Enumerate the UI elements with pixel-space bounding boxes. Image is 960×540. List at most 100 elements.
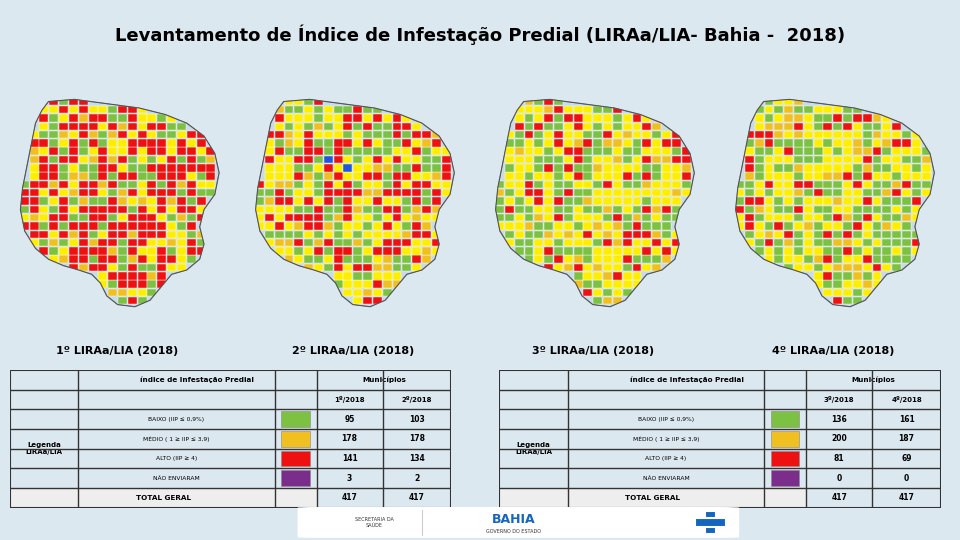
Bar	[623, 139, 632, 147]
Bar	[863, 172, 872, 180]
Bar	[275, 131, 283, 138]
Bar	[564, 239, 573, 246]
Bar	[295, 114, 303, 122]
Bar	[255, 206, 264, 213]
Bar	[633, 123, 641, 130]
Bar	[128, 255, 137, 263]
Bar	[88, 123, 98, 130]
Bar	[295, 164, 303, 172]
Bar	[535, 147, 543, 155]
Bar	[833, 197, 842, 205]
Bar	[304, 106, 313, 113]
Bar	[108, 264, 117, 271]
Bar	[88, 114, 98, 122]
Bar	[794, 172, 803, 180]
Bar	[652, 131, 661, 138]
Bar	[603, 297, 612, 305]
Bar	[393, 214, 401, 221]
Bar	[284, 206, 294, 213]
Bar	[794, 106, 803, 113]
Bar	[197, 247, 205, 255]
Bar	[755, 147, 763, 155]
Bar	[344, 189, 352, 197]
Bar	[784, 123, 793, 130]
Bar	[98, 131, 108, 138]
Bar	[784, 98, 793, 105]
Bar	[137, 297, 147, 305]
Bar	[564, 264, 573, 271]
Bar	[495, 214, 504, 221]
Bar	[393, 114, 401, 122]
Bar	[442, 181, 450, 188]
Bar	[30, 147, 38, 155]
Bar	[333, 131, 343, 138]
Bar	[554, 172, 563, 180]
Bar	[873, 280, 881, 288]
Bar	[912, 206, 921, 213]
Bar	[353, 297, 362, 305]
Bar	[662, 181, 671, 188]
Bar	[363, 189, 372, 197]
Bar	[524, 255, 534, 263]
Bar	[363, 231, 372, 238]
Bar	[623, 264, 632, 271]
Bar	[422, 214, 431, 221]
Bar	[60, 222, 68, 230]
Bar	[402, 214, 411, 221]
Bar	[843, 123, 852, 130]
Bar	[157, 222, 166, 230]
Bar	[584, 123, 592, 130]
Bar	[564, 123, 573, 130]
Bar	[363, 214, 372, 221]
Bar	[612, 255, 622, 263]
Bar	[412, 156, 421, 163]
Bar	[422, 197, 431, 205]
Bar	[304, 214, 313, 221]
Bar	[295, 255, 303, 263]
Bar	[412, 164, 421, 172]
Bar	[284, 255, 294, 263]
Text: 2º/2018: 2º/2018	[401, 396, 432, 403]
Bar	[128, 297, 137, 305]
Bar	[515, 123, 523, 130]
Bar	[383, 289, 392, 296]
Bar	[30, 239, 38, 246]
Bar	[892, 197, 901, 205]
Bar	[735, 197, 744, 205]
Bar	[393, 239, 401, 246]
Bar	[333, 106, 343, 113]
Bar	[69, 139, 78, 147]
Bar	[88, 197, 98, 205]
Bar	[642, 181, 651, 188]
Bar	[573, 106, 583, 113]
Bar	[295, 156, 303, 163]
Bar	[593, 156, 602, 163]
Bar	[593, 139, 602, 147]
Bar	[344, 139, 352, 147]
Bar	[813, 147, 823, 155]
Bar	[764, 164, 774, 172]
Bar	[432, 181, 441, 188]
Bar	[902, 139, 911, 147]
Bar	[554, 139, 563, 147]
Bar	[187, 172, 196, 180]
Bar	[295, 139, 303, 147]
Bar	[682, 189, 690, 197]
Bar	[852, 222, 862, 230]
Bar	[157, 206, 166, 213]
Bar	[108, 172, 117, 180]
Bar	[652, 181, 661, 188]
Bar	[422, 147, 431, 155]
Bar	[118, 222, 127, 230]
Bar	[60, 214, 68, 221]
Bar	[157, 147, 166, 155]
Bar	[593, 106, 602, 113]
Bar	[593, 172, 602, 180]
Bar	[833, 255, 842, 263]
Bar	[393, 222, 401, 230]
Bar	[344, 197, 352, 205]
Bar	[108, 255, 117, 263]
Bar	[412, 123, 421, 130]
Bar	[764, 156, 774, 163]
Bar	[353, 156, 362, 163]
